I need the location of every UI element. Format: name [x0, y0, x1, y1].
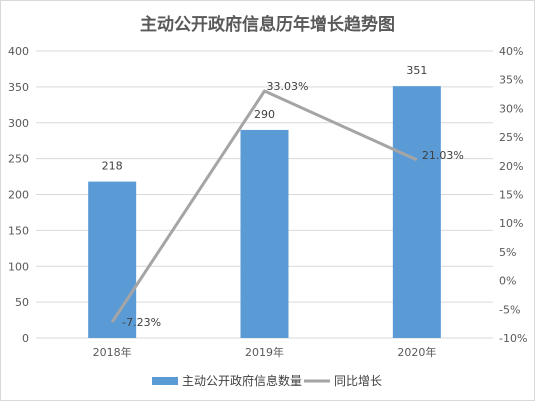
y-left-tick-label: 100 — [8, 260, 29, 273]
y-right-tick-label: -10% — [499, 332, 527, 345]
y-left-tick-label: 50 — [15, 296, 29, 309]
line-data-label: 21.03% — [422, 149, 464, 162]
y-right-tick-label: 25% — [499, 131, 523, 144]
y-left-tick-label: 350 — [8, 81, 29, 94]
line-data-label: 33.03% — [267, 80, 309, 93]
chart-title: 主动公开政府信息历年增长趋势图 — [140, 15, 395, 35]
bar-data-label: 351 — [406, 64, 427, 77]
y-left-tick-label: 400 — [8, 45, 29, 58]
y-right-tick-label: 30% — [499, 102, 523, 115]
y-right-tick-label: 40% — [499, 45, 523, 58]
y-right-tick-label: 15% — [499, 189, 523, 202]
line-data-label: -7.23% — [122, 316, 161, 329]
bar-data-label: 290 — [254, 108, 275, 121]
y-right-tick-label: 10% — [499, 217, 523, 230]
y-right-tick-label: 5% — [499, 246, 516, 259]
y-right-tick-label: 20% — [499, 160, 523, 173]
y-left-tick-label: 200 — [8, 189, 29, 202]
line-series — [110, 89, 418, 323]
bar — [240, 129, 289, 338]
y-left-tick-label: 150 — [8, 224, 29, 237]
bar — [392, 86, 441, 338]
y-right-tick-label: 35% — [499, 74, 523, 87]
legend-label-bars: 主动公开政府信息数量 — [182, 373, 302, 388]
bar-data-label: 218 — [102, 160, 123, 173]
x-tick-label: 2018年 — [93, 345, 132, 359]
bar — [88, 181, 137, 338]
legend-label-line: 同比增长 — [334, 374, 382, 388]
y-right-tick-label: 0% — [499, 275, 516, 288]
y-left-tick-label: 300 — [8, 117, 29, 130]
y-left-tick-label: 250 — [8, 153, 29, 166]
x-tick-label: 2019年 — [245, 345, 284, 359]
y-right-tick-label: -5% — [499, 303, 520, 316]
x-tick-label: 2020年 — [397, 345, 436, 359]
legend-swatch-bars — [152, 377, 178, 385]
y-left-tick-label: 0 — [22, 332, 29, 345]
